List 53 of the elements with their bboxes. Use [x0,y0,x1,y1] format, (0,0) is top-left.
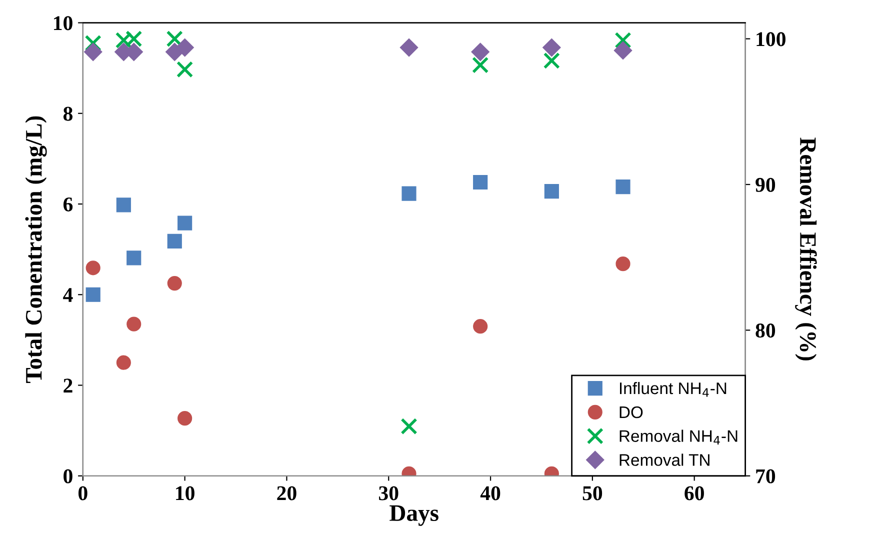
point [176,61,194,78]
point [614,41,632,60]
y-tick-label: 8 [63,106,72,121]
y-axis-title: Total Conentration (mg/L) [25,116,47,383]
point [400,38,418,57]
legend-label: Removal TN [620,454,710,466]
point [471,42,490,62]
y-tick-label: 4 [63,288,73,302]
legend-label: Influent NH$_{4}$-N [620,382,726,397]
legend-label: DO [620,406,643,418]
point [616,256,630,272]
legend-label: Removal NH$_{4}$-N [620,430,738,445]
point [542,38,561,57]
y2-tick-label: 70 [756,469,776,484]
point [167,234,182,248]
x-tick-label: 0 [78,486,88,500]
point [178,411,192,426]
point [473,174,488,190]
point [614,32,632,49]
point [176,38,194,57]
point [84,42,102,62]
x-axis-title: Days [390,505,438,526]
point [116,355,131,370]
point [616,179,630,194]
x-tick-label: 20 [277,486,296,500]
y-tick-label: 6 [63,197,73,212]
point [84,34,102,52]
x-tick-label: 50 [582,486,602,500]
x-tick-label: 10 [176,486,194,500]
y-tick-label: 10 [54,16,72,30]
point [400,418,418,435]
point [126,316,142,332]
y-tick-label: 2 [64,378,72,392]
point [116,198,131,212]
x-tick-label: 60 [684,486,704,500]
point [86,287,100,302]
point [472,56,489,74]
point [402,186,416,201]
y2-axis-title: Removal Effiency (%) [795,138,817,360]
point [126,250,142,266]
x-tick-label: 40 [480,486,500,500]
y2-tick-label: 80 [756,324,776,338]
y-tick-label: 0 [64,469,72,484]
y2-tick-label: 100 [756,32,786,46]
point [166,30,183,48]
point [544,184,559,199]
point [178,216,192,230]
point [86,260,100,276]
x-tick-label: 30 [378,486,398,500]
point [167,276,182,291]
point [473,319,488,334]
y2-tick-label: 90 [756,178,776,192]
point [543,52,560,69]
